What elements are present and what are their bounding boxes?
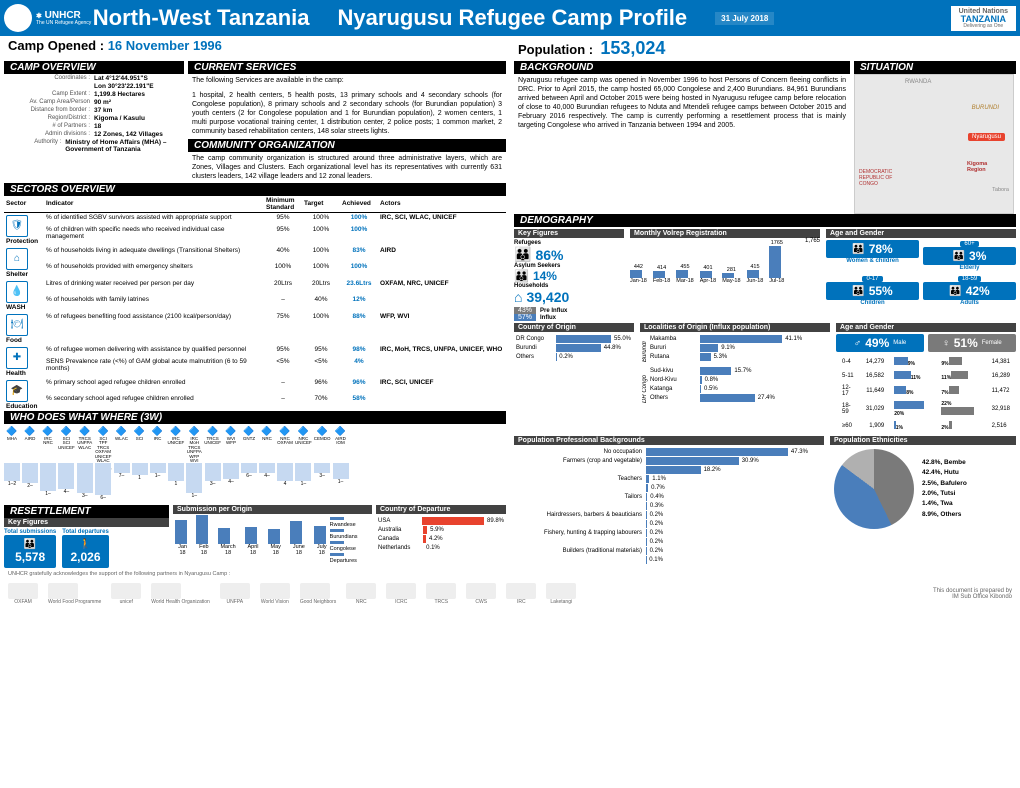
demo-kf-title: Key Figures (514, 229, 624, 238)
unhcr-logo: ✱ UNHCR The UN Refugee Agency (36, 11, 93, 26)
prof-bars: No occupation47.3%Farmers (crop and vege… (514, 445, 824, 567)
total-sub-label: Total submissions (4, 529, 56, 535)
total-departures: 🚶 2,026 (62, 535, 109, 568)
title-region: North-West Tanzania (93, 5, 310, 31)
section-background: BACKGROUND (514, 61, 850, 74)
situation-map: Nyarugusu RWANDA BURUNDI DEMOCRATIC REPU… (854, 74, 1014, 214)
section-sectors: SECTORS OVERVIEW (4, 183, 506, 196)
services-text: 1 hospital, 2 health centers, 5 health p… (192, 91, 502, 136)
localities-title: Localities of Origin (Influx population) (640, 323, 830, 332)
section-resettle: RESETTLEMENT (4, 505, 169, 518)
section-situation: SITUATION (854, 61, 1016, 74)
left-column: CAMP OVERVIEW Coordinates :Lat 4°12'44.9… (0, 61, 510, 569)
sub-origin-title: Submission per Origin (173, 505, 372, 514)
eth-title: Population Ethnicities (830, 436, 1016, 445)
w3-chart: 🔷MHA1–2🔷AIRD2–🔷IRCNRC1–🔷SCISCIUNICEF4–🔷T… (4, 426, 506, 501)
right-column: BACKGROUND Nyarugusu refugee camp was op… (510, 61, 1020, 569)
departure-bars: USA89.8%Australia5.9%Canada4.2%Netherlan… (376, 514, 506, 555)
demo-volrep-title: Monthly Volrep Registration (630, 229, 820, 238)
resettle-kf-title: Key Figures (4, 518, 169, 527)
sectors-table: SectorIndicatorMinimum StandardTargetAch… (4, 196, 506, 411)
header: ✱ UNHCR The UN Refugee Agency North-West… (0, 0, 1020, 36)
section-overview: CAMP OVERVIEW (4, 61, 184, 74)
demo-ag-title: Age and Gender (826, 229, 1016, 238)
age-gender-boxes: 👪78%Women & children60+👪3%Elderly0-17👪55… (826, 240, 1016, 306)
country-origin-bars: DR Congo55.0%Burundi44.8%Others0.2% (514, 332, 634, 364)
section-w3: WHO DOES WHAT WHERE (3W) (4, 411, 506, 424)
subheader: Camp Opened : 16 November 1996 Populatio… (0, 36, 1020, 61)
partners-row: OXFAMWorld Food ProgrammeunicefWorld Hea… (0, 579, 1020, 609)
total-dep-label: Total departures (62, 529, 109, 535)
services-intro: The following Services are available in … (192, 76, 502, 85)
ethnicity-legend: 42.8%, Bembe42.4%, Hutu2.5%, Bafulero2.0… (922, 458, 967, 520)
age-gender2-title: Age and Gender (836, 323, 1016, 332)
section-services: CURRENT SERVICES (188, 61, 506, 74)
total-submissions: 👪 5,578 (4, 535, 56, 568)
un-tanzania-logo: United Nations TANZANIA Delivering as On… (951, 6, 1016, 31)
ethnicity-pie (834, 449, 914, 529)
female-box: ♀51%Female (928, 334, 1016, 352)
section-community: COMMUNITY ORGANIZATION (188, 139, 506, 152)
volrep-chart: 442Jan-18414Feb-18455Mar-18401Apr-18281M… (630, 244, 820, 284)
background-text: Nyarugusu refugee camp was opened in Nov… (514, 74, 850, 133)
map-marker: Nyarugusu (968, 133, 1005, 141)
male-box: ♂49%Male (836, 334, 924, 352)
community-text: The camp community organization is struc… (188, 152, 506, 183)
section-demography: DEMOGRAPHY (514, 214, 1016, 227)
age-pyramid: 0-414,2799%9%14,3815-1116,58211%11%16,28… (836, 354, 1016, 434)
sub-departure-title: Country of Departure (376, 505, 506, 514)
report-date: 31 July 2018 (715, 12, 774, 25)
prof-title: Population Professional Backgrounds (514, 436, 824, 445)
submission-chart: Jan 18Feb 18March 18April 18May 18June 1… (175, 516, 330, 556)
ack-text: UNHCR gratefully acknowledges the suppor… (0, 569, 1020, 579)
country-origin-title: Country of Origin (514, 323, 634, 332)
title-camp: Nyarugusu Refugee Camp Profile (338, 5, 688, 31)
tz-emblem (4, 4, 32, 32)
